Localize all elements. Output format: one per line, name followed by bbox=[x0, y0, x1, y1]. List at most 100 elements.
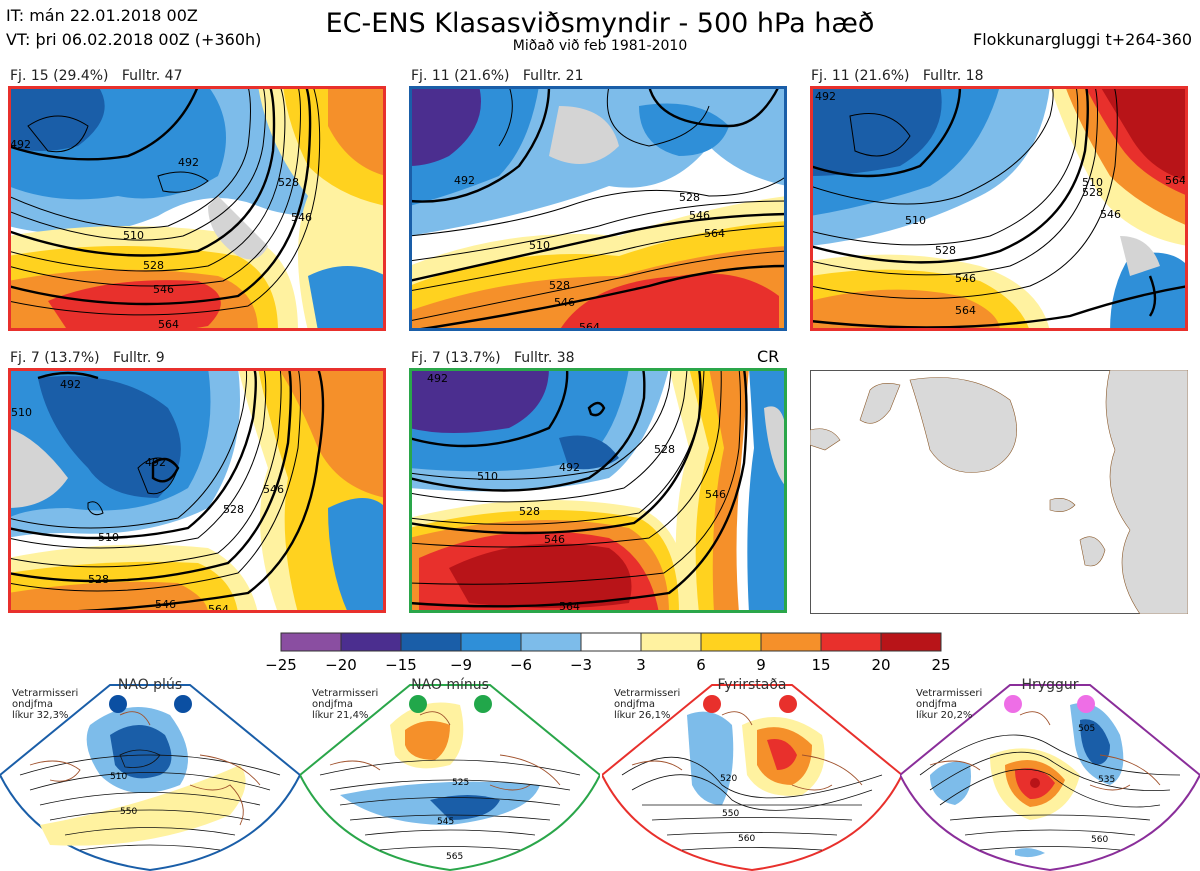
regime-note: Vetrarmisseri ondjfma líkur 20,2% bbox=[916, 688, 983, 721]
contour-label: 546 bbox=[155, 598, 176, 611]
regime-marker-dot bbox=[703, 695, 721, 713]
contour-label: 492 bbox=[10, 138, 31, 151]
panel-1-label: Fj. 15 (29.4%) Fulltr. 47 bbox=[10, 68, 183, 84]
cluster-frame bbox=[8, 368, 386, 613]
contour-label: 520 bbox=[720, 774, 737, 784]
representative-member: Fulltr. 38 bbox=[513, 350, 575, 366]
regime-name: Fyrirstaða bbox=[717, 677, 787, 693]
panel-4-label: Fj. 7 (13.7%) Fulltr. 9 bbox=[10, 350, 165, 366]
colorbar-tick-label: 3 bbox=[636, 656, 646, 674]
colorbar-tick-label: −25 bbox=[265, 656, 297, 674]
contour-label: 492 bbox=[178, 156, 199, 169]
colorbar-cell bbox=[280, 632, 342, 652]
colorbar-tick-label: 9 bbox=[756, 656, 766, 674]
contour-label: 565 bbox=[446, 852, 463, 862]
colorbar-tick-label: −6 bbox=[509, 656, 533, 674]
contour-label: 535 bbox=[1098, 775, 1115, 785]
colorbar-cell bbox=[820, 632, 882, 652]
contour-label: 528 bbox=[88, 573, 109, 586]
contour-label: 546 bbox=[263, 483, 284, 496]
regime-note: Vetrarmisseri ondjfma líkur 32,3% bbox=[12, 688, 79, 721]
regime-blocking: 520 550 560 Vetrarmisseri ondjfma líkur 26… bbox=[602, 675, 902, 871]
panel-3-label: Fj. 11 (21.6%) Fulltr. 18 bbox=[811, 68, 984, 84]
climatological-regime-tag: CR bbox=[757, 347, 780, 366]
contour-label: 546 bbox=[955, 272, 976, 285]
contour-label: 510 bbox=[477, 470, 498, 483]
contour-label: 546 bbox=[1100, 208, 1121, 221]
contour-label: 510 bbox=[11, 406, 32, 419]
colorbar-cell bbox=[520, 632, 582, 652]
regime-name: NAO plús bbox=[117, 677, 183, 693]
regime-note: Vetrarmisseri ondjfma líkur 21,4% bbox=[312, 688, 379, 721]
contour-label: 545 bbox=[437, 817, 454, 827]
cluster-size: Fj. 15 (29.4%) bbox=[10, 68, 109, 84]
contour-label: 546 bbox=[544, 533, 565, 546]
cluster-frame bbox=[409, 86, 787, 331]
cluster-map-1: 492 492 510 528 546 564 528 546 bbox=[8, 86, 386, 331]
regime-name: Hryggur bbox=[1021, 677, 1079, 693]
colorbar-cell bbox=[400, 632, 462, 652]
colorbar-tick-label: −3 bbox=[569, 656, 593, 674]
contour-label: 564 bbox=[579, 321, 600, 331]
contour-label: 560 bbox=[738, 834, 755, 844]
cluster-size: Fj. 7 (13.7%) bbox=[10, 350, 100, 366]
contour-label: 528 bbox=[935, 244, 956, 257]
cluster-size: Fj. 7 (13.7%) bbox=[411, 350, 501, 366]
colorbar-cell bbox=[700, 632, 762, 652]
colorbar-cell bbox=[880, 632, 942, 652]
panel-5-label: Fj. 7 (13.7%) Fulltr. 38 bbox=[411, 350, 575, 366]
cluster-map-5: 492 492 510 528 546 528 546 564 bbox=[409, 368, 787, 613]
contour-label: 528 bbox=[278, 176, 299, 189]
contour-label: 510 bbox=[905, 214, 926, 227]
contour-label: 564 bbox=[1165, 174, 1186, 187]
regime-ridge: 505 535 560 Vetrarmisseri ondjfma líkur 20… bbox=[900, 675, 1200, 871]
cluster-size: Fj. 11 (21.6%) bbox=[411, 68, 510, 84]
contour-label: 550 bbox=[722, 809, 739, 819]
panel-2-label: Fj. 11 (21.6%) Fulltr. 21 bbox=[411, 68, 584, 84]
regime-nao-plus: 510 550 Vetrarmisseri ondjfma líkur 32,3% … bbox=[0, 675, 300, 871]
regime-marker-dot bbox=[474, 695, 492, 713]
colorbar-cell bbox=[460, 632, 522, 652]
contour-label: 560 bbox=[1091, 835, 1108, 845]
colorbar-cell bbox=[340, 632, 402, 652]
representative-member: Fulltr. 18 bbox=[922, 68, 984, 84]
contour-label: 528 bbox=[549, 279, 570, 292]
colorbar-tick-label: 15 bbox=[811, 656, 831, 674]
cluster-map-2: 492 510 528 546 564 528 546 564 bbox=[409, 86, 787, 331]
regime-marker-dot bbox=[1004, 695, 1022, 713]
regime-note: Vetrarmisseri ondjfma líkur 26,1% bbox=[614, 688, 681, 721]
initial-time: IT: mán 22.01.2018 00Z bbox=[6, 6, 198, 25]
contour-label: 528 bbox=[679, 191, 700, 204]
cluster-map-3: 492 510 528 546 564 510 528 546 564 bbox=[810, 86, 1188, 331]
contour-label: 492 bbox=[559, 461, 580, 474]
contour-label: 492 bbox=[145, 456, 166, 469]
colorbar-tick-label: −9 bbox=[449, 656, 473, 674]
colorbar-tick-label: 20 bbox=[871, 656, 891, 674]
page-subtitle: Miðað við feb 1981-2010 bbox=[512, 38, 688, 54]
colorbar-tick-label: 25 bbox=[931, 656, 951, 674]
contour-label: 564 bbox=[955, 304, 976, 317]
contour-label: 528 bbox=[654, 443, 675, 456]
contour-label: 528 bbox=[143, 259, 164, 272]
representative-member: Fulltr. 47 bbox=[121, 68, 183, 84]
contour-label: 528 bbox=[1082, 186, 1103, 199]
colorbar-tick-label: 6 bbox=[696, 656, 706, 674]
contour-label: 510 bbox=[98, 531, 119, 544]
valid-time: VT: þri 06.02.2018 00Z (+360h) bbox=[6, 30, 262, 49]
representative-member: Fulltr. 21 bbox=[522, 68, 584, 84]
contour-label: 528 bbox=[519, 505, 540, 518]
contour-label: 550 bbox=[120, 807, 137, 817]
regime-marker-dot bbox=[174, 695, 192, 713]
cluster-frame bbox=[8, 86, 386, 331]
representative-member: Fulltr. 9 bbox=[112, 350, 165, 366]
cluster-map-4: 492 492 510 510 528 546 528 546 564 bbox=[8, 368, 386, 613]
regime-marker-dot bbox=[1077, 695, 1095, 713]
contour-label: 492 bbox=[427, 372, 448, 385]
regime-marker-dot bbox=[779, 695, 797, 713]
contour-label: 546 bbox=[554, 296, 575, 309]
contour-label: 546 bbox=[291, 211, 312, 224]
colorbar-cell bbox=[760, 632, 822, 652]
regime-nao-minus: 525 545 565 Vetrarmisseri ondjfma líkur 21… bbox=[300, 675, 600, 871]
cluster-size: Fj. 11 (21.6%) bbox=[811, 68, 910, 84]
contour-label: 564 bbox=[559, 600, 580, 613]
